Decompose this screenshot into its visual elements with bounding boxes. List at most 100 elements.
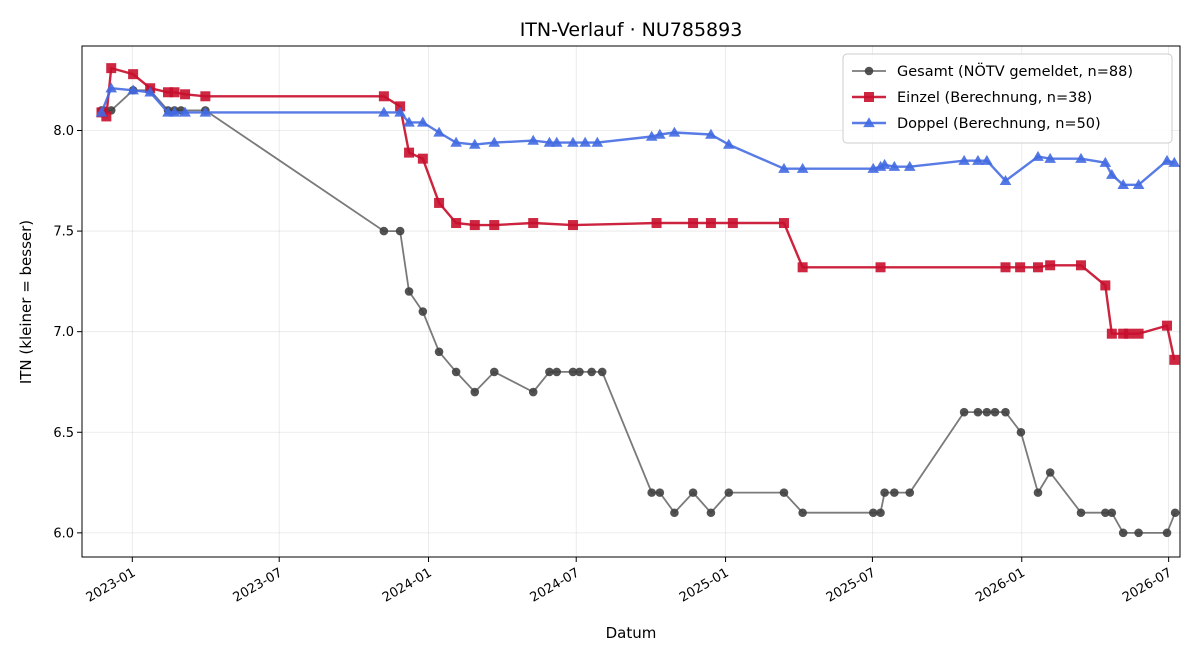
series-line	[101, 89, 1176, 534]
data-point	[1117, 179, 1129, 189]
data-point	[1032, 262, 1043, 273]
data-point	[647, 488, 656, 497]
data-point	[144, 86, 156, 97]
data-point	[568, 367, 578, 377]
data-point	[797, 262, 808, 273]
data-point	[1168, 156, 1181, 167]
data-point	[779, 488, 789, 497]
data-point	[168, 106, 181, 117]
data-point	[434, 347, 444, 357]
data-point	[959, 407, 969, 417]
data-point	[179, 106, 191, 117]
data-point	[1170, 508, 1180, 518]
data-point	[378, 106, 390, 117]
data-point	[982, 407, 992, 417]
data-point	[958, 154, 970, 165]
legend-swatch-marker	[863, 117, 875, 128]
data-point	[1134, 528, 1143, 538]
data-point	[668, 126, 681, 137]
data-point	[528, 218, 539, 229]
data-point	[722, 138, 735, 149]
data-point	[1107, 508, 1117, 518]
y-tick-label: 8.0	[53, 124, 74, 139]
data-point	[489, 367, 499, 377]
data-point	[1033, 488, 1043, 497]
x-tick-label: 2024-01	[380, 565, 435, 605]
data-point	[575, 367, 584, 377]
data-point	[1044, 152, 1056, 163]
data-point	[1169, 354, 1180, 365]
data-point	[489, 220, 500, 231]
data-point	[567, 220, 578, 231]
data-point	[404, 287, 414, 296]
data-point	[470, 387, 480, 397]
data-point	[545, 367, 554, 377]
data-point	[434, 197, 445, 208]
data-point	[705, 128, 717, 139]
legend-item: Gesamt (NÖTV gemeldet, n=88)	[852, 62, 1133, 80]
x-tick-label: 2026-01	[973, 565, 1028, 605]
data-point	[378, 91, 389, 102]
data-point	[1161, 154, 1173, 165]
data-point	[488, 136, 501, 147]
data-point	[550, 136, 563, 147]
data-point	[1015, 262, 1026, 273]
data-point	[468, 138, 481, 149]
data-point	[1101, 508, 1110, 518]
data-point	[890, 488, 899, 497]
data-point	[724, 488, 734, 497]
axis-ticks: 2023-01 2023-07 2024-01 2024-07 2025-01 2025-…	[53, 124, 1174, 606]
data-point	[451, 218, 462, 229]
data-point	[379, 226, 389, 236]
x-tick-label: 2024-07	[528, 565, 583, 605]
data-point	[417, 153, 428, 164]
data-point	[597, 367, 607, 377]
data-point	[905, 488, 915, 497]
data-point	[973, 407, 983, 417]
data-point	[1045, 260, 1056, 271]
legend-item: Einzel (Berechnung, n=38)	[852, 90, 1092, 106]
data-point	[1118, 328, 1129, 339]
data-point	[798, 508, 807, 518]
data-point	[990, 407, 1000, 417]
data-point	[999, 174, 1012, 185]
data-point	[888, 160, 901, 171]
x-tick-label: 2025-07	[824, 565, 879, 605]
data-point	[127, 84, 139, 95]
legend-swatch-marker	[864, 66, 874, 76]
data-point	[878, 158, 891, 169]
y-tick-label: 6.0	[53, 526, 74, 541]
data-point	[395, 226, 405, 236]
y-tick-label: 6.5	[53, 426, 74, 441]
data-point	[1132, 179, 1145, 189]
data-point	[1118, 528, 1128, 538]
data-point	[579, 136, 591, 147]
data-point	[1106, 328, 1117, 339]
data-point	[1016, 427, 1026, 437]
data-point	[528, 387, 538, 397]
data-point	[527, 134, 540, 145]
y-tick-label: 7.0	[53, 325, 74, 340]
data-point	[1076, 508, 1086, 518]
data-point	[1099, 156, 1112, 167]
data-point	[1032, 150, 1044, 161]
x-tick-label: 2025-01	[677, 565, 732, 605]
data-point	[591, 136, 604, 147]
legend-label: Einzel (Berechnung, n=38)	[897, 90, 1092, 106]
data-point	[655, 488, 665, 497]
data-point	[654, 128, 666, 139]
series-1	[97, 85, 1180, 538]
data-point	[1045, 468, 1055, 477]
data-point	[169, 87, 180, 98]
data-point	[1106, 168, 1118, 179]
legend-item: Doppel (Berechnung, n=50)	[852, 116, 1101, 132]
y-axis-label: ITN (kleiner = besser)	[17, 220, 35, 384]
data-point	[403, 116, 415, 127]
data-point	[981, 154, 993, 165]
data-point	[688, 218, 699, 229]
data-point	[876, 508, 885, 518]
data-point	[394, 106, 406, 117]
y-tick-label: 7.5	[53, 225, 74, 240]
data-point	[778, 218, 789, 229]
